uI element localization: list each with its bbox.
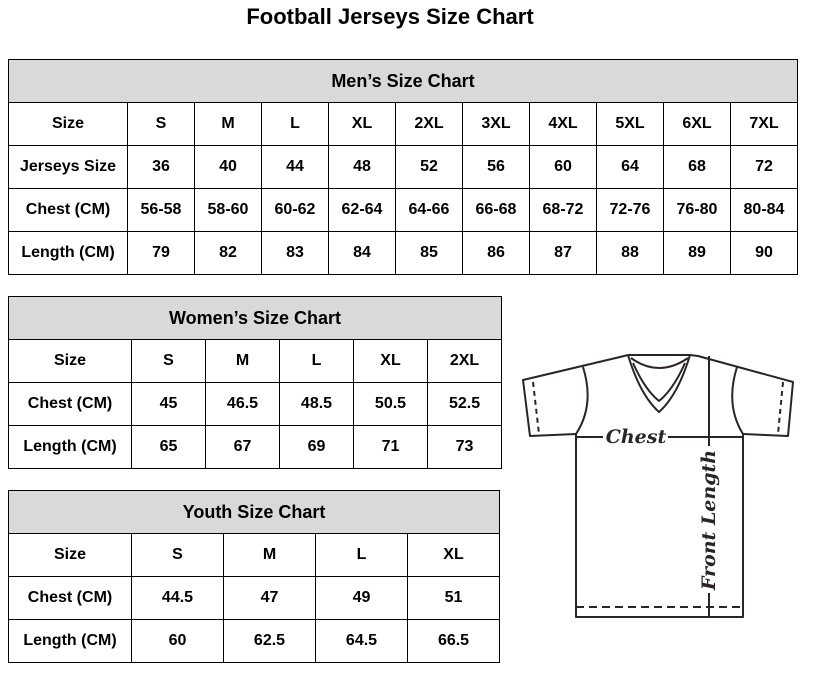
table-cell: 64-66 [395,188,463,232]
table-cell: M [205,339,280,383]
table-row: Length (CM) 65 67 69 71 73 [8,425,503,469]
front-length-label: Front Length [698,450,720,591]
table-cell: 51 [406,576,501,620]
table-cell: 2XL [395,102,463,146]
table-cell: 48 [328,145,396,189]
row-label: Chest (CM) [8,382,132,426]
womens-table-heading: Women’s Size Chart [7,296,503,340]
jersey-outline [522,354,794,618]
table-cell: M [223,533,316,577]
table-cell: L [261,102,329,146]
table-cell: 64.5 [315,619,408,663]
table-cell: 85 [395,231,463,275]
table-cell: 40 [194,145,262,189]
table-cell: 62-64 [328,188,396,232]
table-cell: 36 [127,145,195,189]
row-label: Size [8,533,132,577]
table-cell: 48.5 [279,382,354,426]
table-cell: 90 [730,231,798,275]
mens-size-table: Men’s Size Chart Size S M L XL 2XL 3XL 4XL 5XL 6X… [8,59,798,275]
table-row: Size S M L XL [8,533,501,577]
table-row: Chest (CM) 45 46.5 48.5 50.5 52.5 [8,382,503,426]
jersey-collar [627,354,691,413]
table-cell: 60-62 [261,188,329,232]
row-label: Length (CM) [8,231,128,275]
row-label: Chest (CM) [8,576,132,620]
table-cell: 58-60 [194,188,262,232]
table-cell: XL [406,533,501,577]
womens-size-table: Women’s Size Chart Size S M L XL 2XL Chest (CM… [7,296,503,469]
table-cell: 50.5 [353,382,428,426]
table-row: Length (CM) 79 82 83 84 85 86 87 88 89 90 [8,231,798,275]
table-row: Size S M L XL 2XL 3XL 4XL 5XL 6XL 7XL [8,102,798,146]
table-cell: 67 [205,425,280,469]
chest-label: Chest [606,426,667,448]
table-cell: 52 [395,145,463,189]
table-cell: 86 [462,231,530,275]
row-label: Length (CM) [8,619,132,663]
table-cell: 89 [663,231,731,275]
table-row: Chest (CM) 56-58 58-60 60-62 62-64 64-66 66-68… [8,188,798,232]
table-cell: 65 [131,425,206,469]
table-cell: 69 [279,425,354,469]
table-cell: 68 [663,145,731,189]
row-label: Jerseys Size [8,145,128,189]
table-cell: 84 [328,231,396,275]
table-cell: 66.5 [406,619,501,663]
right-sleeve-seam [731,366,744,435]
left-sleeve-seam [575,366,589,435]
table-cell: 72 [730,145,798,189]
table-cell: S [127,102,195,146]
table-cell: 64 [596,145,664,189]
table-cell: 71 [353,425,428,469]
row-label: Length (CM) [8,425,132,469]
page-title: Football Jerseys Size Chart [246,4,534,29]
youth-size-table: Youth Size Chart Size S M L XL Chest (CM) 44.5… [7,490,501,663]
table-cell: M [194,102,262,146]
table-row: Jerseys Size 36 40 44 48 52 56 60 64 68 72 [8,145,798,189]
table-cell: XL [328,102,396,146]
table-cell: 73 [426,425,503,469]
table-cell: S [131,533,224,577]
table-cell: 52.5 [426,382,503,426]
table-cell: 5XL [596,102,664,146]
table-cell: 80-84 [730,188,798,232]
youth-table-heading: Youth Size Chart [7,490,501,534]
table-cell: 82 [194,231,262,275]
table-cell: 79 [127,231,195,275]
table-cell: 46.5 [205,382,280,426]
table-cell: 44 [261,145,329,189]
mens-table-heading: Men’s Size Chart [8,59,798,103]
table-row: Length (CM) 60 62.5 64.5 66.5 [8,619,501,663]
table-cell: 88 [596,231,664,275]
table-cell: 62.5 [223,619,316,663]
table-cell: 60 [529,145,597,189]
row-label: Size [8,339,132,383]
